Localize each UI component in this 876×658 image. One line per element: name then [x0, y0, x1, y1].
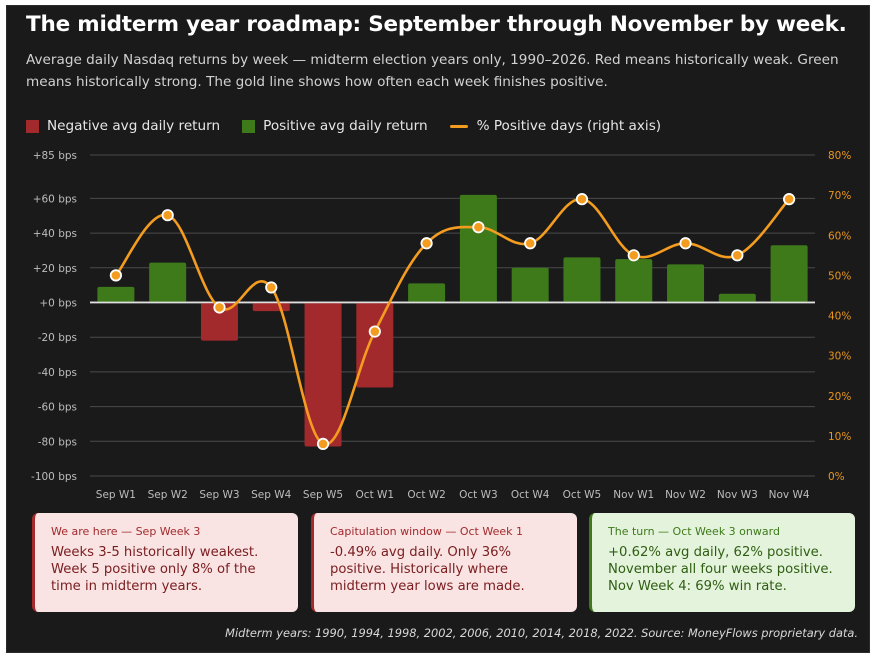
y2-tick-label: 80%	[828, 150, 851, 162]
percent-positive-point	[265, 281, 278, 294]
legend-label-line: % Positive days (right axis)	[476, 118, 662, 134]
y-tick-label: -60 bps	[38, 402, 77, 414]
percent-positive-point	[679, 237, 692, 250]
legend-label-negative: Negative avg daily return	[47, 118, 221, 134]
percent-positive-point	[213, 301, 226, 314]
bar-positive	[511, 267, 549, 303]
y2-tick-label: 10%	[828, 431, 851, 443]
x-tick-label: Sep W2	[148, 489, 188, 501]
percent-positive-point	[524, 237, 537, 250]
y-tick-label: -100 bps	[31, 471, 77, 483]
callout-card-oct-week-3: The turn — Oct Week 3 onward +0.62% avg …	[589, 513, 855, 612]
bar-positive	[667, 264, 705, 303]
bar-positive	[615, 259, 653, 303]
y2-tick-label: 0%	[828, 471, 845, 483]
bar-negative	[252, 302, 290, 312]
callout-card-body: +0.62% avg daily, 62% positive. November…	[608, 545, 833, 594]
bar-positive	[718, 293, 756, 303]
chart-subtitle: Average daily Nasdaq returns by week — m…	[26, 52, 839, 90]
bar-positive	[459, 194, 497, 303]
x-tick-label: Nov W3	[717, 489, 758, 501]
x-tick-label: Sep W3	[199, 489, 239, 501]
legend-swatch-negative	[26, 119, 39, 133]
percent-positive-point	[161, 209, 174, 222]
percent-positive-point	[627, 249, 640, 262]
y2-tick-label: 70%	[828, 190, 851, 202]
x-tick-label: Nov W2	[665, 489, 706, 501]
callout-card-title: The turn — Oct Week 3 onward	[608, 525, 780, 538]
x-tick-label: Oct W1	[356, 489, 395, 501]
legend-item-line: % Positive days (right axis)	[449, 118, 662, 134]
x-tick-label: Oct W2	[407, 489, 446, 501]
bar-negative	[304, 302, 342, 447]
x-tick-label: Nov W4	[769, 489, 810, 501]
y-tick-label: +60 bps	[33, 193, 77, 205]
bar-positive	[149, 262, 187, 303]
percent-positive-point	[783, 193, 796, 206]
callout-card-title: We are here — Sep Week 3	[51, 525, 201, 538]
percent-positive-point	[368, 325, 381, 338]
bar-negative	[200, 302, 238, 341]
percent-positive-point	[472, 221, 485, 234]
legend-swatch-line	[449, 124, 468, 128]
y-tick-label: -20 bps	[38, 332, 77, 344]
footer-note: Midterm years: 1990, 1994, 1998, 2002, 2…	[225, 626, 858, 640]
x-tick-label: Sep W4	[251, 489, 292, 501]
legend-label-positive: Positive avg daily return	[263, 118, 428, 134]
x-tick-label: Sep W1	[96, 489, 136, 501]
callout-card-body: -0.49% avg daily. Only 36% positive. His…	[330, 545, 525, 594]
y-tick-label: -80 bps	[38, 436, 77, 448]
x-tick-label: Oct W3	[459, 489, 498, 501]
y2-tick-label: 50%	[828, 270, 851, 282]
y-tick-label: +85 bps	[33, 150, 77, 162]
y2-tick-label: 40%	[828, 311, 851, 323]
y2-tick-label: 30%	[828, 351, 851, 363]
chart-title: The midterm year roadmap: September thro…	[26, 12, 847, 37]
y2-tick-label: 60%	[828, 230, 851, 242]
legend-item-positive: Positive avg daily return	[242, 118, 428, 134]
legend: Negative avg daily return Positive avg d…	[26, 116, 683, 136]
x-tick-label: Nov W1	[613, 489, 654, 501]
bar-negative	[356, 302, 394, 388]
x-tick-label: Oct W4	[511, 489, 550, 501]
bar-positive	[563, 257, 601, 303]
callout-card-title: Capitulation window — Oct Week 1	[330, 525, 523, 538]
percent-positive-point	[109, 269, 122, 282]
bar-positive	[408, 283, 446, 303]
callout-card-oct-week-1: Capitulation window — Oct Week 1 -0.49% …	[311, 513, 577, 612]
callout-card-sep-week-3: We are here — Sep Week 3 Weeks 3-5 histo…	[32, 513, 298, 612]
y-tick-label: +40 bps	[33, 228, 77, 240]
y2-tick-label: 20%	[828, 391, 851, 403]
bar-positive	[770, 245, 808, 303]
percent-positive-point	[316, 437, 330, 450]
legend-swatch-positive	[242, 119, 256, 133]
bar-positive	[97, 286, 135, 303]
y-tick-label: -40 bps	[38, 367, 77, 379]
y-tick-label: +20 bps	[33, 263, 77, 275]
percent-positive-point	[731, 249, 744, 262]
y-tick-label: +0 bps	[39, 297, 77, 309]
x-tick-label: Oct W5	[563, 489, 602, 501]
percent-positive-point	[575, 193, 589, 206]
callout-card-body: Weeks 3-5 historically weakest. Week 5 p…	[51, 545, 259, 594]
x-tick-label: Sep W5	[303, 489, 343, 501]
legend-item-negative: Negative avg daily return	[26, 118, 220, 134]
percent-positive-point	[420, 237, 433, 250]
